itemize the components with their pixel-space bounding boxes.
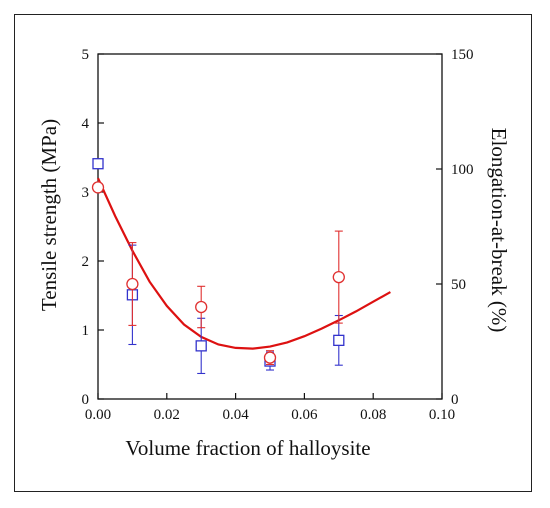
x-tick-label: 0.00: [85, 407, 111, 423]
y2-axis-label: Elongation-at-break (%): [487, 128, 511, 333]
y2-tick-label: 150: [451, 47, 474, 63]
x-tick-label: 0.06: [291, 407, 318, 423]
square-marker: [92, 158, 104, 170]
y-tick-label: 4: [82, 116, 90, 132]
y-tick-label: 1: [82, 323, 90, 339]
fit-curve-layer: [96, 177, 391, 350]
circle-marker: [263, 351, 277, 364]
square-marker: [195, 340, 207, 352]
y-tick-label: 3: [82, 185, 90, 201]
square-marker: [333, 334, 345, 347]
fit-curve: [96, 177, 391, 350]
y2-tick-label: 0: [451, 392, 459, 408]
circle-marker: [332, 270, 345, 284]
data-marks: [91, 158, 345, 375]
circle-marker: [91, 181, 105, 194]
x-axis-label: Volume fraction of halloysite: [125, 436, 370, 460]
x-tick-label: 0.02: [154, 407, 180, 423]
x-tick-label: 0.04: [222, 407, 249, 423]
chart-frame: 0.00 0.02 0.04 0.06 0.08 0.10 0 1 2 3 4 5 0 50 100 150 …: [14, 14, 532, 492]
x-tick-label: 0.10: [429, 407, 455, 423]
y2-tick-label: 50: [451, 277, 466, 293]
x-tick-label: 0.08: [360, 407, 386, 423]
y2-tick-label: 100: [451, 162, 474, 178]
circle-marker: [195, 300, 208, 314]
y-tick-label: 5: [82, 47, 90, 63]
y-tick-label: 2: [82, 254, 90, 270]
y-tick-label: 0: [82, 392, 90, 408]
plot-border: [97, 53, 443, 400]
chart-svg: 0.00 0.02 0.04 0.06 0.08 0.10012345050100150 …: [37, 47, 511, 460]
circle-marker: [126, 277, 139, 291]
y-axis-label: Tensile strength (MPa): [37, 119, 61, 311]
